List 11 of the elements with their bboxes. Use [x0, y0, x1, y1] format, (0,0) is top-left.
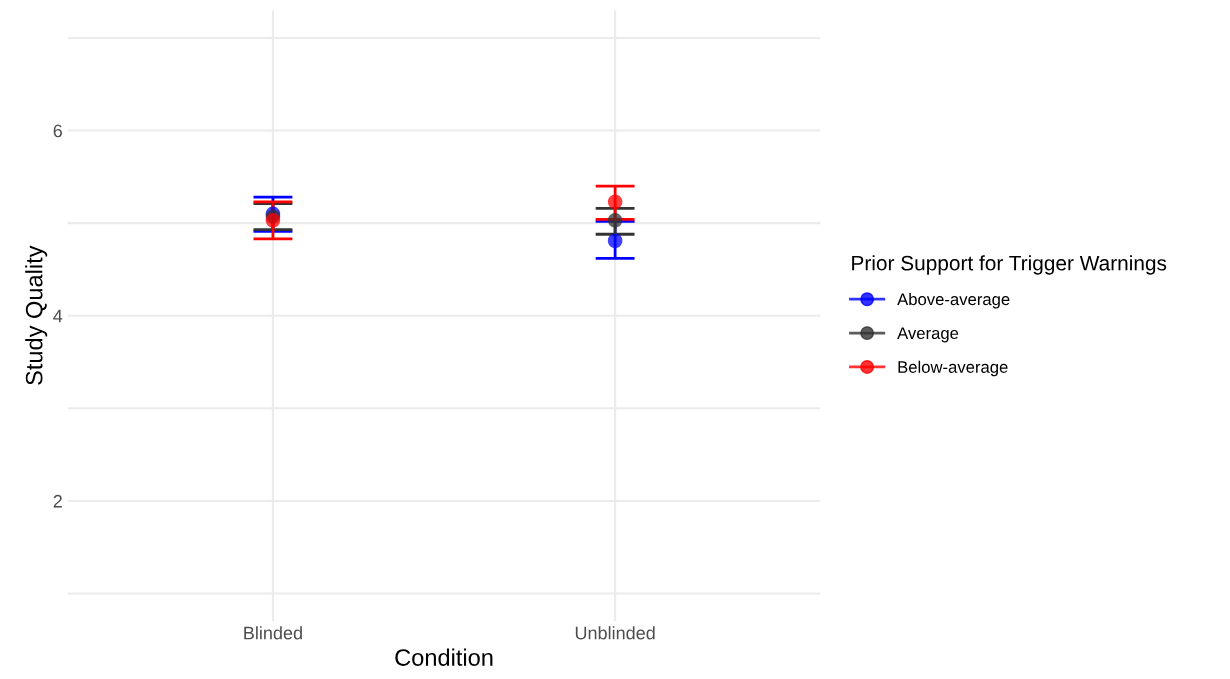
- y-tick-label: 6: [53, 124, 62, 138]
- y-tick-label: 4: [53, 309, 63, 323]
- legend-label: Average: [897, 327, 959, 343]
- x-tick-label: Unblinded: [575, 626, 655, 640]
- x-tick-label: Blinded: [244, 626, 302, 640]
- legend-label: Below-average: [898, 360, 1008, 377]
- legend-label: Above-average: [897, 292, 1010, 309]
- y-tick-label: 2: [53, 494, 62, 508]
- legend-title: Prior Support for Trigger Warnings: [852, 255, 1167, 275]
- y-axis-title: Study Quality: [25, 245, 48, 385]
- x-axis-title: Condition: [395, 648, 493, 666]
